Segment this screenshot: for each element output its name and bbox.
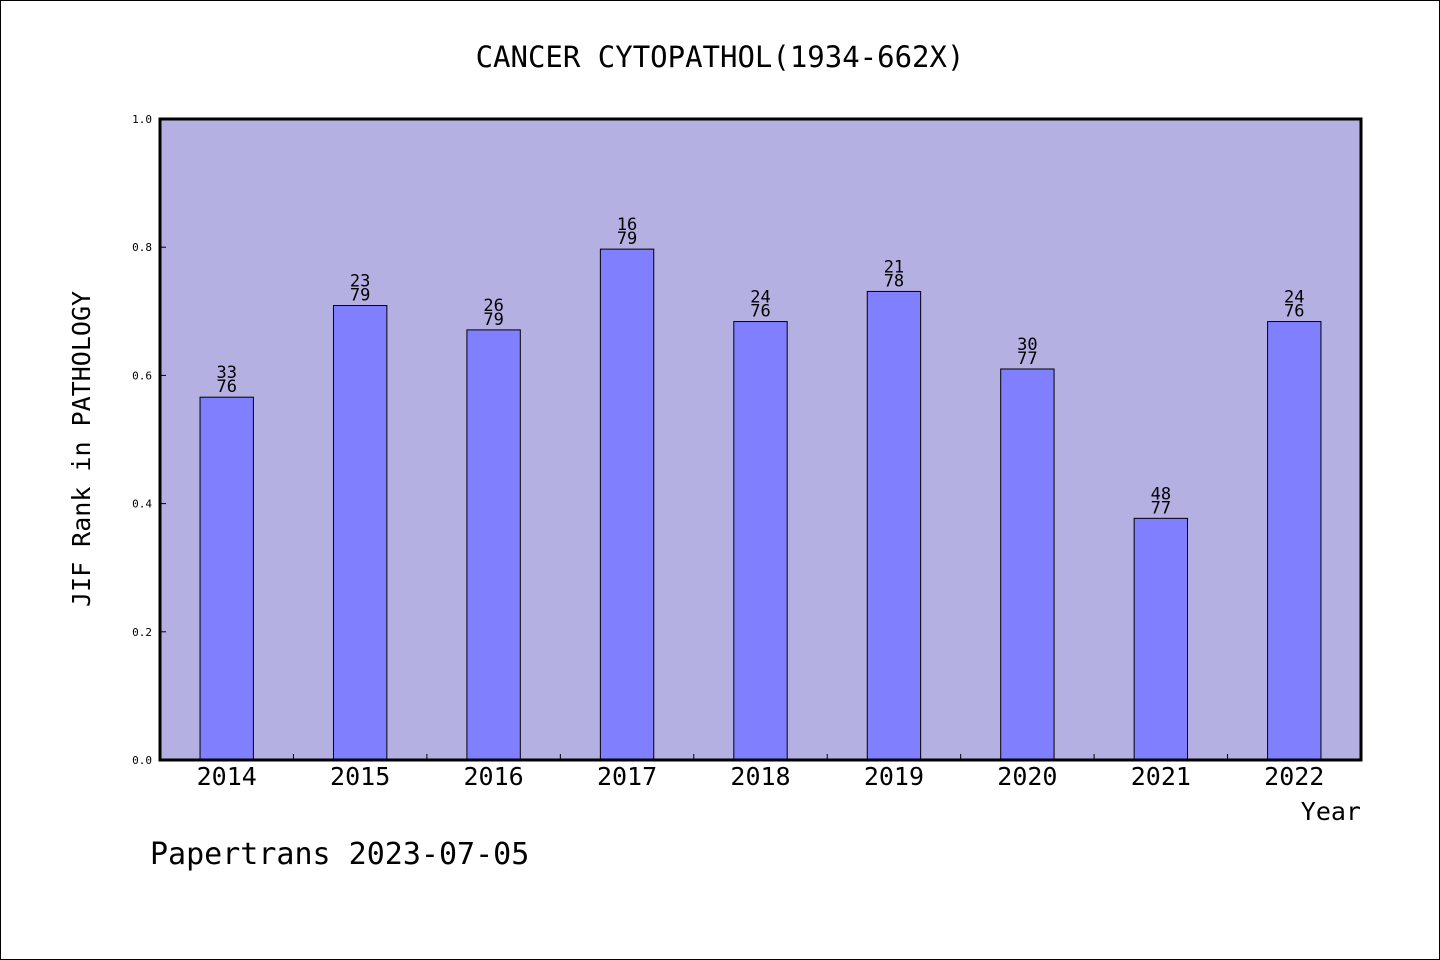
x-tick-label: 2016: [464, 762, 524, 791]
y-tick-label: 0.0: [132, 754, 152, 767]
x-tick-label: 2020: [997, 762, 1057, 791]
x-axis-label: Year: [1301, 797, 1361, 826]
x-tick-label: 2022: [1264, 762, 1324, 791]
bar-2020: [1000, 368, 1055, 761]
bar-rank-label: 24: [1284, 288, 1304, 308]
x-tick-label: 2014: [197, 762, 257, 791]
bar-total-label: 76: [1284, 302, 1304, 322]
y-tick-label: 0.2: [132, 626, 152, 639]
bar-2018: [733, 321, 788, 761]
bar-total-label: 79: [617, 229, 637, 249]
y-tick-label: 0.8: [132, 241, 152, 254]
x-tick-label: 2017: [597, 762, 657, 791]
x-tick-label: 2015: [330, 762, 390, 791]
footer-text: Papertrans 2023-07-05: [150, 837, 529, 872]
bar-rank-label: 16: [617, 215, 637, 235]
y-tick-label: 1.0: [132, 113, 152, 126]
ticks-layer: 2014 2015 2016 2017 2018 2019 2020 2021 2022 0.0 0…: [132, 113, 1324, 791]
bar-total-label: 77: [1151, 498, 1171, 518]
chart-title: CANCER CYTOPATHOL(1934-662X): [476, 40, 965, 74]
bar-rank-label: 23: [350, 272, 370, 292]
bar-rank-label: 30: [1017, 335, 1037, 355]
y-tick-label: 0.6: [132, 369, 152, 382]
plot-border: [158, 117, 1363, 762]
x-tick-label: 2018: [730, 762, 790, 791]
bar-2022: [1267, 321, 1322, 761]
bar-rank-label: 26: [483, 296, 503, 316]
bar-rank-label: 33: [216, 363, 236, 383]
bar-rank-label: 48: [1151, 484, 1171, 504]
x-tick-label: 2021: [1131, 762, 1191, 791]
bar-total-label: 76: [216, 377, 236, 397]
bar-2016: [466, 329, 521, 761]
bar-total-label: 78: [884, 271, 904, 291]
bar-total-label: 79: [483, 310, 503, 330]
bar-2015: [332, 305, 388, 761]
x-tick-label: 2019: [864, 762, 924, 791]
bar-rank-label: 24: [750, 288, 770, 308]
bar-2021: [1133, 517, 1189, 761]
y-axis-label: JIF Rank in PATHOLOGY: [67, 291, 96, 607]
bar-total-label: 79: [350, 286, 370, 306]
bar-2017: [599, 248, 655, 761]
bar-total-label: 76: [750, 302, 770, 322]
bar-2019: [866, 290, 922, 761]
y-tick-label: 0.4: [132, 498, 152, 511]
bar-rank-label: 21: [884, 257, 904, 277]
bar-2014: [199, 396, 254, 761]
bar-total-label: 77: [1017, 349, 1037, 369]
